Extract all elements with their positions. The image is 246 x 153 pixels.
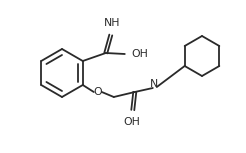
Text: OH: OH <box>132 49 149 59</box>
Text: N: N <box>150 79 158 89</box>
Text: O: O <box>93 87 102 97</box>
Text: NH: NH <box>104 18 120 28</box>
Text: OH: OH <box>123 117 140 127</box>
